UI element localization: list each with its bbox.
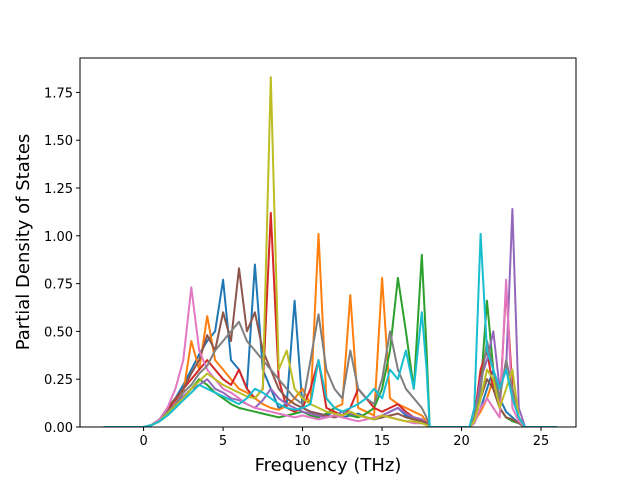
- y-axis: 0.00 0.25 0.50 0.75 1.00 1.25 1.50 1.75: [44, 86, 80, 436]
- series-line-4: [103, 211, 557, 427]
- x-tick-label: 10: [294, 434, 311, 449]
- y-tick-label: 1.75: [44, 86, 73, 101]
- y-axis-label: Partial Density of States: [13, 134, 34, 351]
- x-tick-label: 0: [139, 434, 147, 449]
- x-tick-label: 15: [374, 434, 391, 449]
- y-tick-label: 0.75: [44, 278, 73, 293]
- x-tick-label: 5: [219, 434, 227, 449]
- x-axis: 0 5 10 15 20 25: [139, 427, 549, 449]
- y-tick-label: 1.50: [44, 134, 73, 149]
- y-tick-label: 0.25: [44, 373, 73, 388]
- series-line-10: [103, 232, 557, 427]
- plot-frame: [79, 57, 577, 428]
- x-tick-label: 20: [453, 434, 470, 449]
- series-line-8: [103, 313, 557, 427]
- series-layer: [103, 76, 557, 427]
- y-tick-label: 1.25: [44, 182, 73, 197]
- series-line-9: [103, 76, 557, 427]
- y-tick-label: 0.50: [44, 325, 73, 340]
- y-tick-label: 0.00: [44, 421, 73, 436]
- x-axis-label: Frequency (THz): [255, 455, 402, 476]
- x-tick-label: 25: [533, 434, 550, 449]
- series-line-7: [103, 278, 557, 427]
- y-tick-label: 1.00: [44, 230, 73, 245]
